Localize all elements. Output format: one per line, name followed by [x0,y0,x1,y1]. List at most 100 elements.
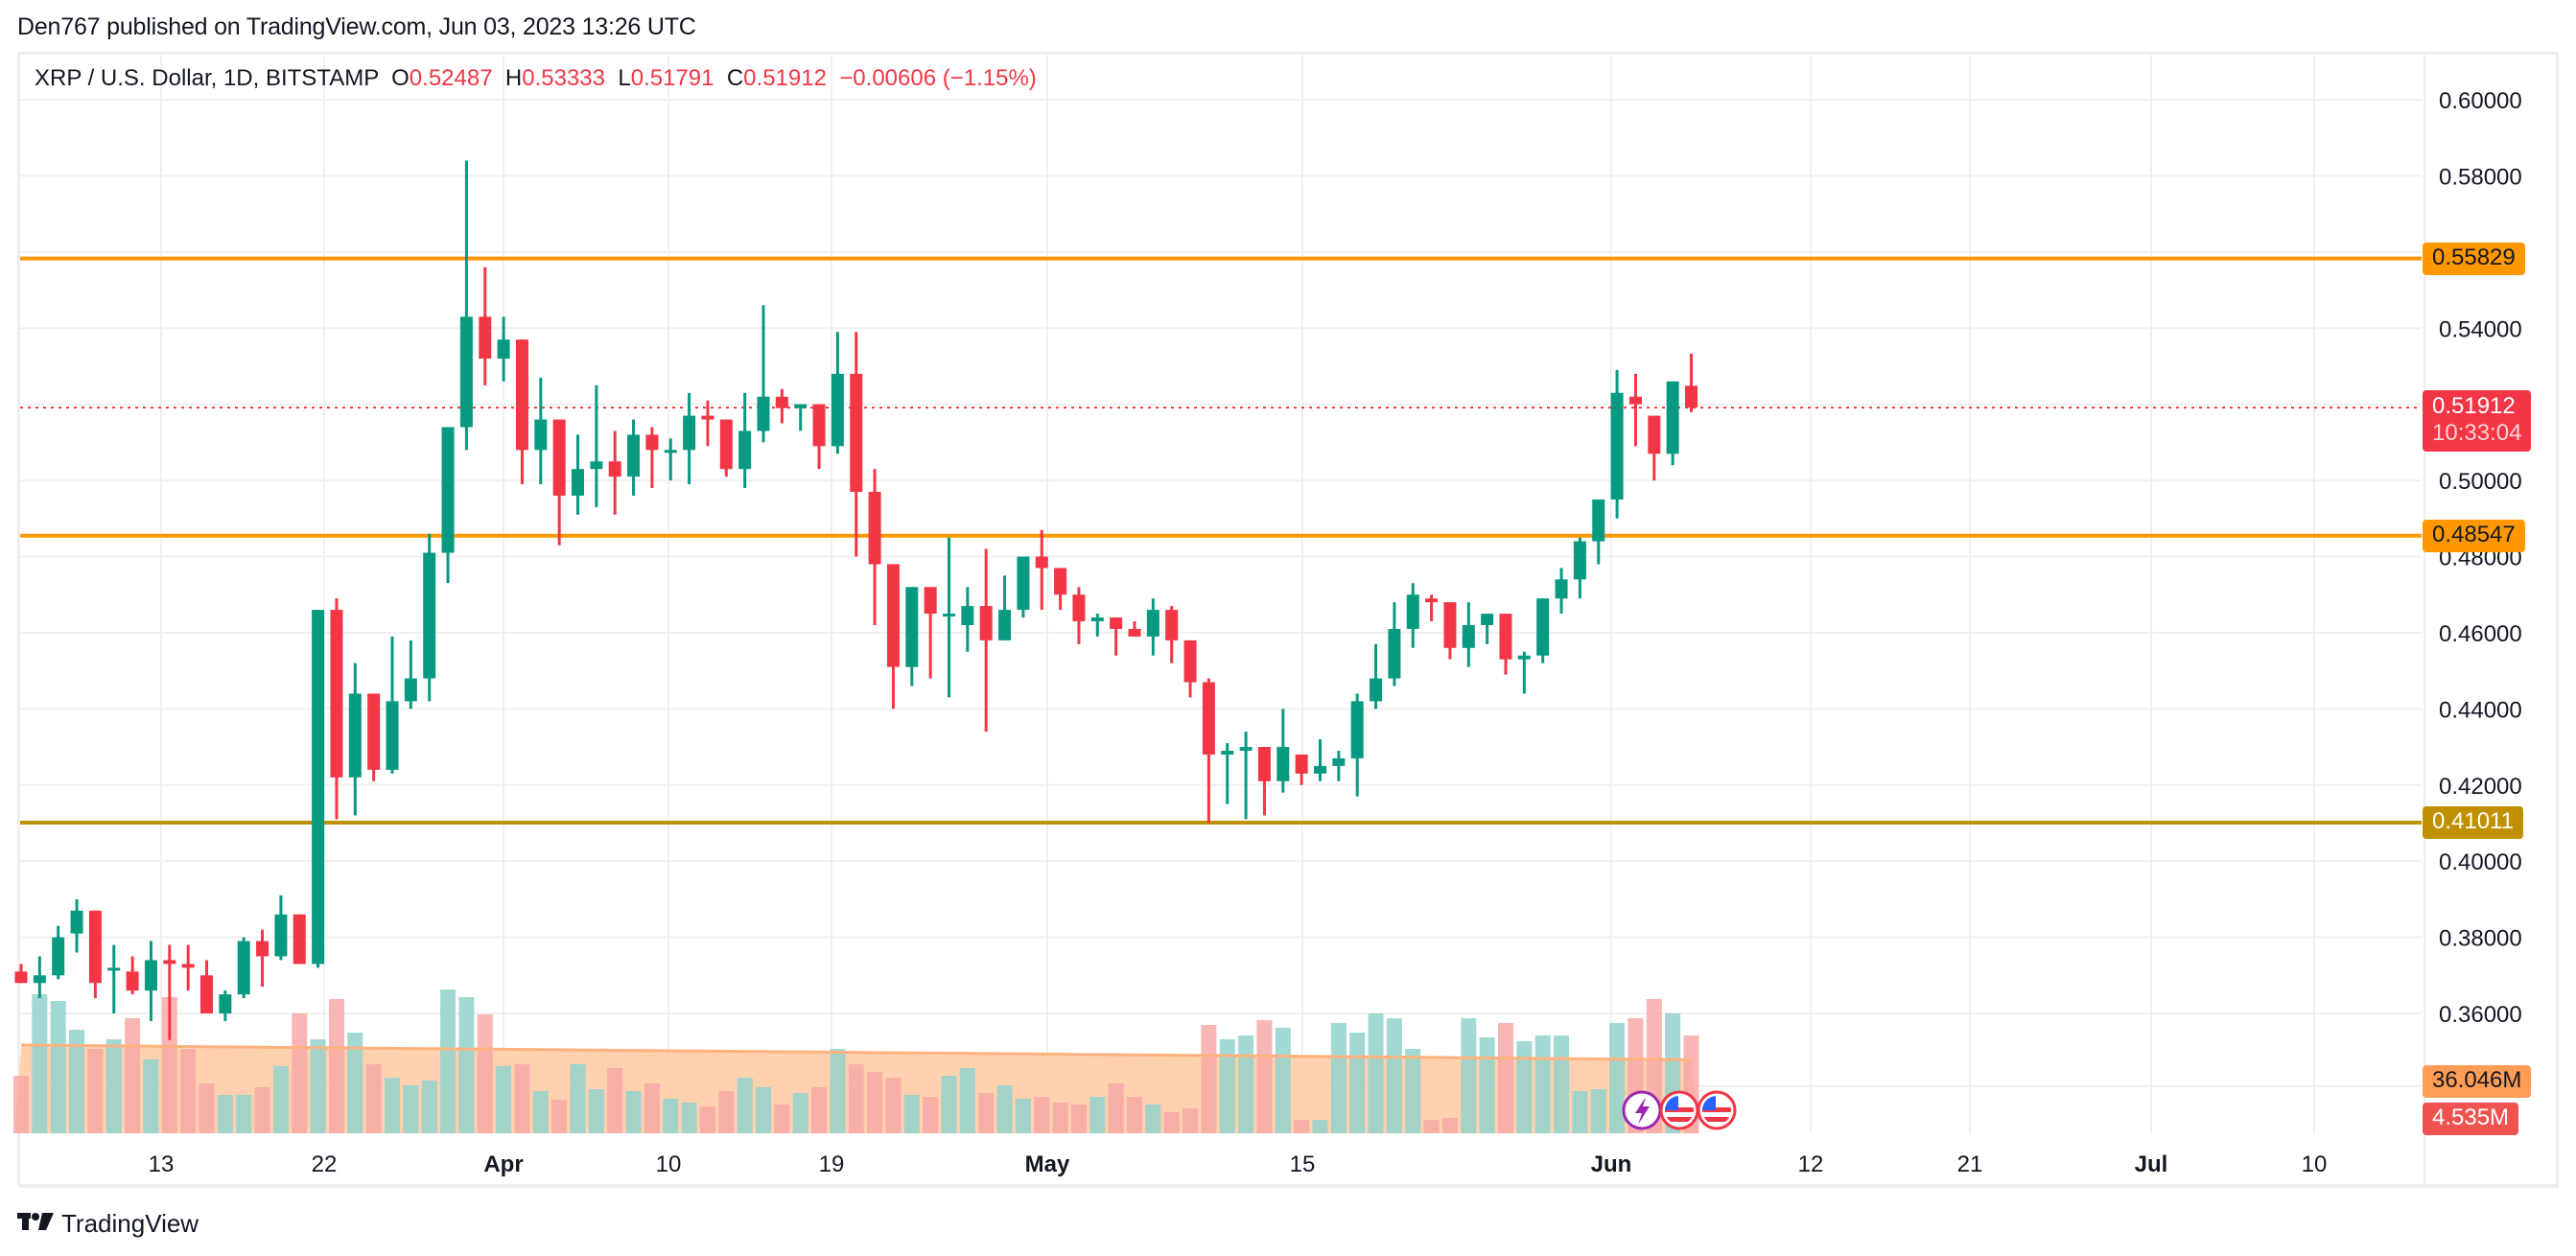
candle[interactable] [1350,693,1364,797]
low-value: 0.51791 [630,65,714,91]
candle[interactable] [1406,583,1419,648]
tradingview-logo[interactable]: TradingView [17,1208,199,1239]
candle[interactable] [1481,614,1494,644]
candle[interactable] [738,392,752,489]
candle[interactable] [1221,743,1234,804]
candle[interactable] [459,160,473,451]
candle[interactable] [237,937,250,999]
candle[interactable] [1183,640,1197,698]
candle[interactable] [497,316,510,382]
candle[interactable] [683,392,696,485]
candle[interactable] [1090,614,1104,637]
candle[interactable] [961,587,974,652]
candle[interactable] [404,640,417,709]
candle[interactable] [998,575,1012,640]
candle[interactable] [200,960,213,1013]
candle[interactable] [775,388,788,424]
candle[interactable] [1666,381,1679,466]
candle[interactable] [1202,678,1215,824]
candle[interactable] [1648,415,1661,481]
candle[interactable] [886,564,900,709]
candle[interactable] [701,400,714,447]
candle[interactable] [1017,556,1030,618]
volume-badge: 4.535M [2423,1103,2519,1135]
candle[interactable] [1628,373,1642,447]
candle[interactable] [1536,598,1550,663]
candle[interactable] [1072,587,1086,644]
candle[interactable] [1314,739,1326,781]
candle[interactable] [515,339,528,485]
candle[interactable] [1425,594,1439,622]
candle[interactable] [850,332,863,557]
us-flag-event-icon[interactable] [1659,1090,1699,1130]
candle[interactable] [1035,529,1048,611]
candle[interactable] [1276,709,1290,793]
candle[interactable] [664,438,677,481]
candle[interactable] [1462,602,1475,667]
candle[interactable] [1443,602,1457,660]
candle[interactable] [1610,369,1624,519]
candle[interactable] [1388,602,1401,686]
candle[interactable] [812,404,826,470]
candle[interactable] [1239,732,1253,820]
candle[interactable] [868,469,881,625]
candle[interactable] [645,427,659,489]
candle[interactable] [627,419,641,496]
candle[interactable] [33,956,46,999]
candle[interactable] [274,895,288,961]
candle[interactable] [14,964,28,984]
candle[interactable] [719,419,733,477]
candle[interactable] [219,990,232,1021]
candle[interactable] [330,598,343,820]
candle[interactable] [1054,568,1067,611]
candle[interactable] [423,533,436,702]
candle[interactable] [441,427,455,584]
candle[interactable] [181,944,195,991]
candle[interactable] [126,956,139,995]
candle[interactable] [386,636,399,774]
candle[interactable] [905,587,919,686]
candle[interactable] [943,537,955,698]
candle[interactable] [107,944,121,1013]
candle[interactable] [256,929,269,988]
us-flag-event-icon[interactable] [1697,1090,1737,1130]
candle[interactable] [1165,606,1179,663]
candle[interactable] [1370,643,1383,709]
candle[interactable] [831,332,844,454]
candle[interactable] [1685,353,1698,412]
candle[interactable] [1592,499,1605,565]
lightning-event-icon[interactable] [1622,1090,1662,1130]
candle[interactable] [88,910,102,999]
candle[interactable] [163,944,176,1040]
candle[interactable] [534,377,548,485]
candle[interactable] [1517,651,1531,694]
candle[interactable] [367,693,381,781]
candle[interactable] [479,267,492,385]
candle[interactable] [1146,598,1159,656]
candle[interactable] [52,925,65,980]
candle[interactable] [1110,617,1123,656]
candle[interactable] [1128,621,1141,637]
candle[interactable] [572,434,584,515]
candle[interactable] [608,430,621,515]
candle[interactable] [1295,754,1308,785]
candle[interactable] [757,305,770,443]
candle[interactable] [1499,614,1512,675]
candle[interactable] [1573,537,1586,599]
candle[interactable] [590,384,603,507]
candle[interactable] [794,404,808,431]
candle[interactable] [348,663,362,816]
candle[interactable] [1257,747,1271,816]
price-tick: 0.46000 [2439,621,2522,647]
candle[interactable] [1332,751,1346,781]
candle[interactable] [293,914,306,965]
candle[interactable] [144,941,157,1021]
last-price-value: 0.51912 [2432,393,2516,420]
candle[interactable] [1555,568,1568,615]
candle[interactable] [924,587,937,679]
candle[interactable] [70,898,83,953]
candle[interactable] [312,610,325,968]
candle[interactable] [979,548,993,733]
candle[interactable] [552,419,566,546]
